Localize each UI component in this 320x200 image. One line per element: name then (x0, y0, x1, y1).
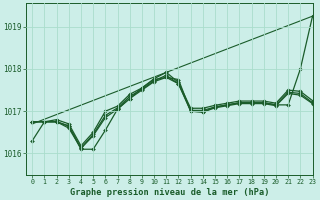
X-axis label: Graphe pression niveau de la mer (hPa): Graphe pression niveau de la mer (hPa) (69, 188, 269, 197)
